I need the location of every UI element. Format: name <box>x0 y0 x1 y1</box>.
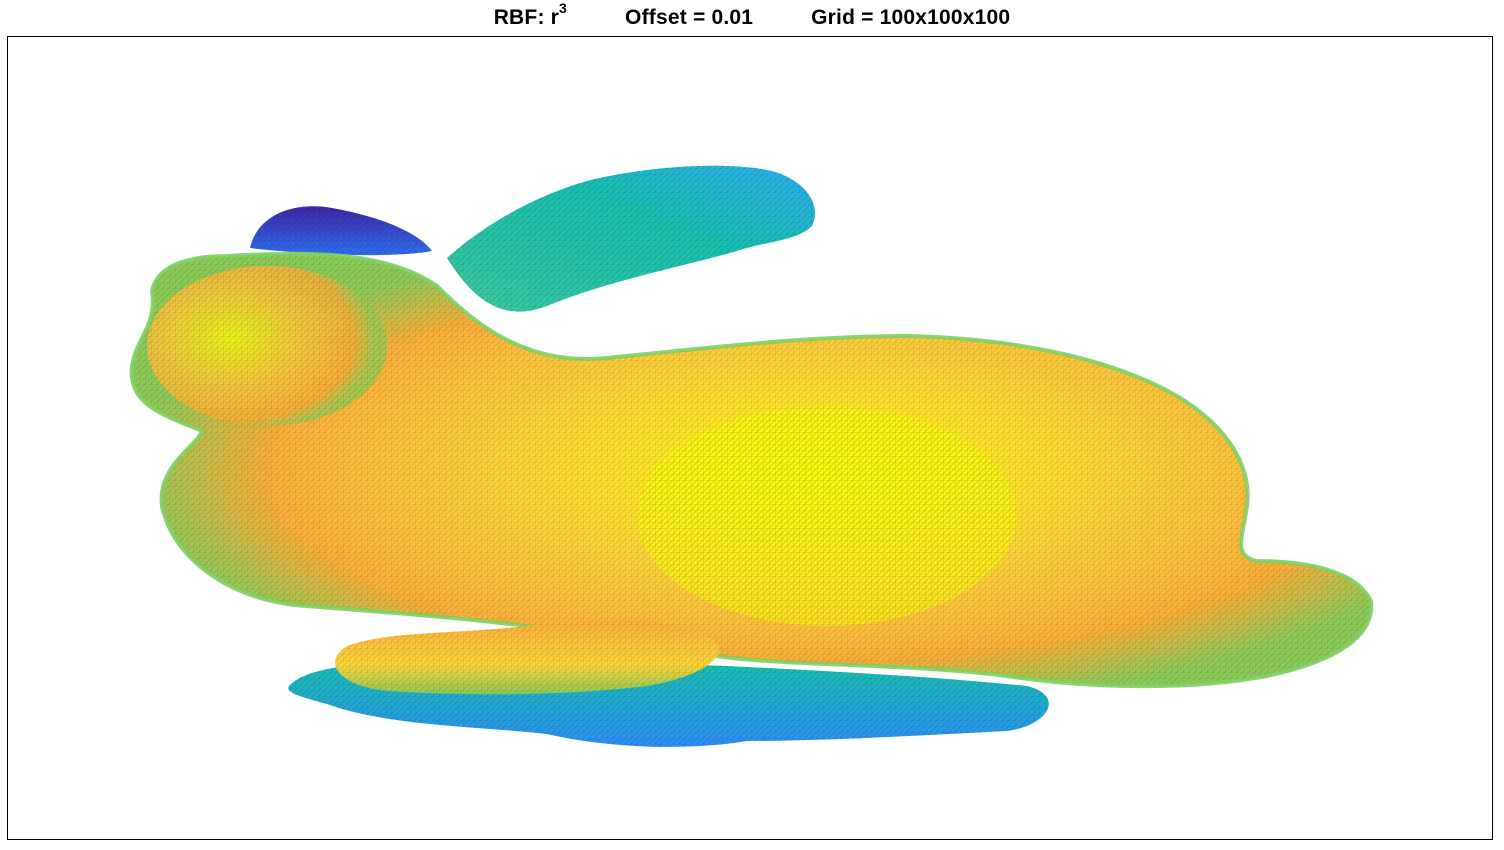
bunny-wireframe-plot <box>129 165 1374 747</box>
bunny-haunch <box>637 406 1017 626</box>
bunny-front-paw <box>335 620 719 695</box>
plot-title: RBF: r3 Offset = 0.01 Grid = 100x100x100 <box>0 0 1504 30</box>
title-rbf-exponent: 3 <box>559 0 568 16</box>
title-offset-label: Offset = 0.01 <box>625 6 754 29</box>
bunny-back-ear <box>250 206 432 256</box>
title-rbf-label: RBF: r <box>493 6 560 29</box>
bunny-front-ear <box>447 165 816 312</box>
bunny-head <box>147 266 387 426</box>
title-grid-label: Grid = 100x100x100 <box>811 6 1011 29</box>
